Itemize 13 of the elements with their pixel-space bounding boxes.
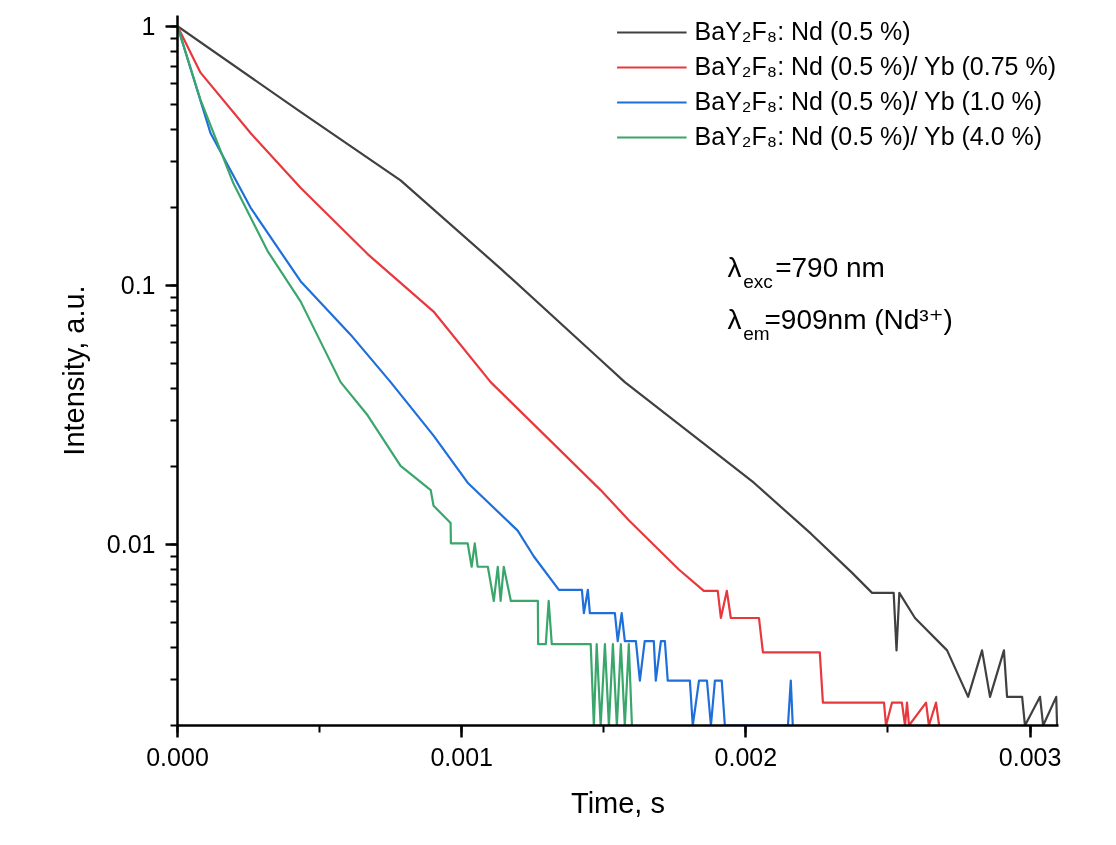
x-axis-title: Time, s (571, 786, 665, 819)
x-tick-label: 0.002 (714, 742, 778, 771)
legend-label: BaY₂F₈: Nd (0.5 %)/ Yb (1.0 %) (694, 87, 1043, 116)
y-tick-label: 1 (141, 12, 156, 41)
x-tick-label: 0.003 (998, 742, 1062, 771)
legend-label: BaY₂F₈: Nd (0.5 %)/ Yb (4.0 %) (694, 122, 1043, 151)
x-tick-label: 0.001 (430, 742, 493, 771)
y-tick-label: 0.01 (106, 530, 156, 559)
y-tick-label: 0.1 (120, 271, 156, 300)
x-tick-label: 0.000 (146, 742, 209, 771)
legend-label: BaY₂F₈: Nd (0.5 %) (694, 17, 911, 46)
legend-label: BaY₂F₈: Nd (0.5 %)/ Yb (0.75 %) (694, 52, 1056, 81)
y-axis-title: Intensity, a.u. (57, 285, 90, 456)
